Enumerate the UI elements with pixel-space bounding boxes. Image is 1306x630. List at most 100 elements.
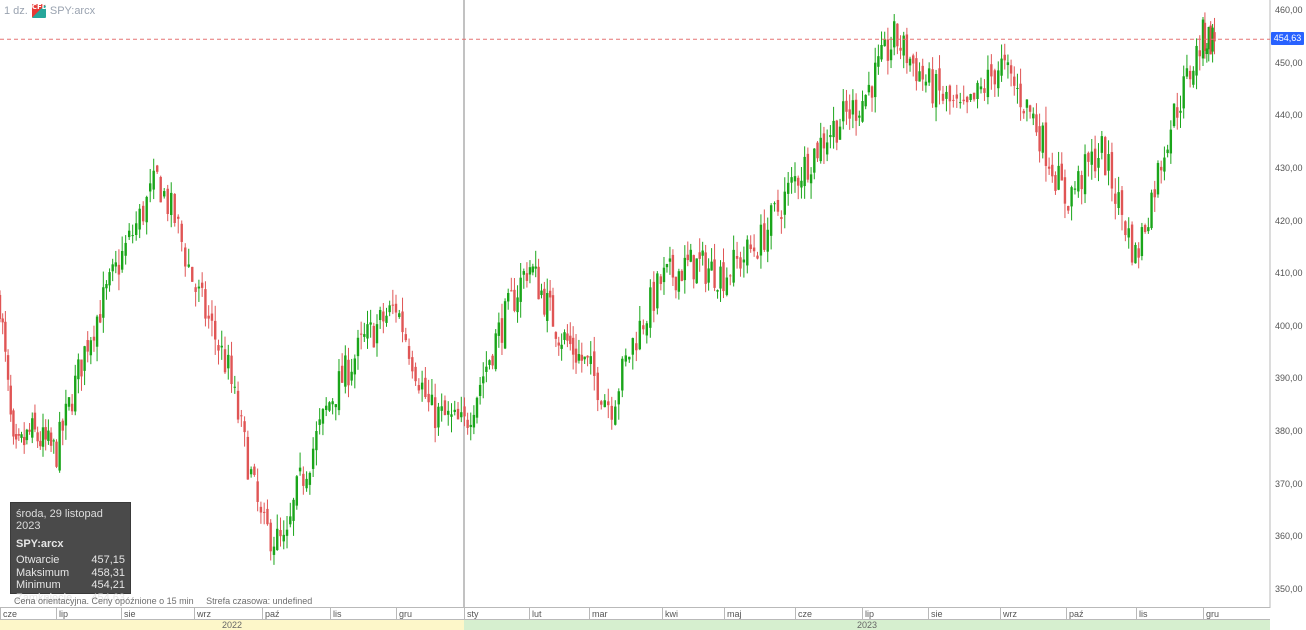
candle-body — [574, 348, 578, 363]
candle-body — [695, 258, 698, 284]
candle-body — [880, 44, 883, 60]
candle-body — [540, 290, 543, 296]
month-label: sie — [121, 608, 194, 620]
candle-body — [941, 93, 945, 101]
month-label: kwi — [662, 608, 724, 620]
candle-body — [491, 355, 494, 366]
month-label: paź — [262, 608, 330, 620]
interval-label: 1 dz. — [4, 5, 28, 17]
candle-body — [227, 354, 230, 369]
candle-body — [990, 64, 993, 77]
candle-body — [1107, 154, 1110, 171]
candle-body — [713, 259, 716, 288]
candle-body — [0, 294, 2, 319]
info-row-label: Maksimum — [16, 566, 70, 579]
candle-body — [1035, 114, 1038, 133]
candle-body — [500, 318, 504, 343]
candle-body — [1000, 58, 1003, 76]
candle-body — [665, 263, 669, 268]
timezone-note: Strefa czasowa: undefined — [206, 596, 313, 606]
candle-body — [1213, 32, 1216, 42]
candle-body — [298, 467, 302, 472]
candle-body — [41, 427, 45, 447]
candle-body — [20, 434, 23, 438]
candle-body — [1156, 162, 1160, 195]
candle-body — [375, 324, 379, 344]
candle-body — [986, 69, 990, 98]
candle-body — [1150, 192, 1153, 229]
candle-body — [921, 65, 924, 80]
candle-body — [105, 284, 108, 289]
month-label: sie — [928, 608, 1000, 620]
month-label: lip — [56, 608, 121, 620]
candle-body — [58, 421, 61, 471]
candle-body — [17, 434, 21, 436]
candle-body — [1176, 107, 1179, 118]
last-price-tag: 454,63 — [1271, 32, 1304, 46]
candle-body — [1057, 165, 1060, 190]
candle-body — [610, 405, 613, 420]
info-row-value: 454,21 — [91, 579, 125, 591]
chart-area[interactable] — [0, 0, 1306, 608]
candle-body — [170, 192, 173, 216]
candle-body — [677, 271, 681, 292]
candle-body — [848, 109, 851, 119]
candle-body — [289, 516, 292, 525]
candle-body — [424, 377, 427, 398]
candle-body — [308, 472, 312, 485]
candle-body — [253, 466, 256, 475]
info-row-value: 454,63 — [91, 591, 125, 604]
candle-body — [197, 286, 201, 289]
candle-body — [759, 224, 763, 256]
candle-body — [908, 58, 912, 66]
candle-body — [546, 292, 549, 321]
candle-body — [187, 264, 190, 267]
candle-body — [173, 194, 176, 223]
price-tick-label: 360,00 — [1275, 531, 1303, 542]
candle-body — [858, 115, 861, 118]
candle-body — [366, 324, 369, 339]
candle-body — [534, 266, 537, 269]
price-chart[interactable] — [0, 0, 1306, 608]
candle-body — [806, 153, 810, 180]
candle-body — [89, 340, 93, 356]
month-label: lis — [330, 608, 396, 620]
candle-body — [25, 429, 29, 441]
candle-body — [256, 481, 259, 502]
cfd-badge-text: CFD — [31, 3, 48, 11]
candle-body — [729, 275, 732, 277]
candle-body — [180, 223, 183, 242]
candle-body — [276, 528, 279, 551]
candle-body — [593, 351, 596, 377]
candle-body — [652, 281, 656, 311]
candle-body — [867, 84, 871, 93]
candle-body — [282, 534, 285, 542]
info-row-value: 458,31 — [91, 566, 125, 579]
candle-body — [732, 249, 735, 283]
candle-body — [583, 356, 586, 360]
candle-body — [1140, 227, 1144, 257]
candle-body — [822, 133, 826, 149]
candle-body — [318, 419, 321, 425]
candle-body — [1195, 45, 1198, 76]
candle-body — [668, 258, 672, 262]
candle-body — [861, 101, 864, 122]
candle-body — [210, 313, 214, 321]
candle-body — [845, 100, 848, 112]
candle-body — [485, 366, 488, 372]
month-label: lut — [529, 608, 589, 620]
candle-body — [722, 262, 725, 292]
month-label: gru — [396, 608, 464, 620]
candle-body — [838, 126, 842, 140]
month-label: lip — [862, 608, 928, 620]
candle-body — [191, 266, 194, 282]
candle-body — [220, 345, 223, 348]
candle-body — [67, 397, 71, 407]
year-axis[interactable]: 2022 2023 — [0, 619, 1270, 630]
candle-body — [382, 311, 385, 322]
candle-body — [631, 338, 634, 355]
candle-body — [874, 62, 877, 98]
info-row-label: Otwarcie — [16, 554, 60, 566]
candle-body — [1203, 22, 1207, 51]
month-axis[interactable]: cze lip sie wrz paź lis gru sty lut mar kwi maj cze l… — [0, 607, 1270, 620]
